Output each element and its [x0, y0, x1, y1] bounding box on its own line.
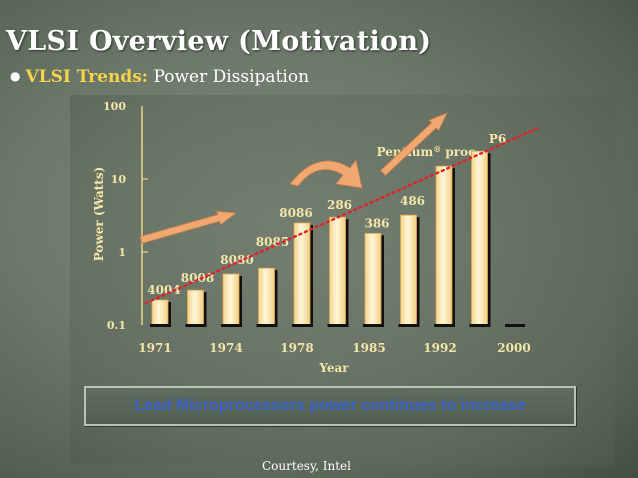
bar-base [505, 324, 525, 327]
bar [400, 214, 417, 326]
bullet-key: VLSI Trends: [25, 67, 149, 87]
bar-label: 286 [327, 198, 352, 212]
y-tick-label: 1 [118, 246, 126, 259]
x-tick-label: 1971 [138, 341, 171, 355]
bar-label: 8080 [220, 253, 253, 267]
callout-box: Lead Microprocessors power continues to … [84, 386, 576, 426]
bar-label: 386 [364, 216, 389, 230]
bar-base [469, 324, 490, 327]
bar-label: 486 [400, 194, 425, 208]
bar [329, 216, 346, 326]
callout-text: Lead Microprocessors power continues to … [134, 397, 526, 414]
y-tick-label: 0.1 [107, 319, 126, 332]
bullet-icon: ● [10, 69, 21, 83]
bar-base [434, 324, 454, 327]
bar [222, 273, 240, 326]
bar-base [256, 324, 277, 327]
bar [471, 150, 488, 326]
x-tick-label: 1978 [280, 341, 313, 355]
bar-base [292, 324, 312, 327]
bar-base [150, 324, 170, 327]
bar-base [221, 324, 241, 327]
bar-label: 8085 [256, 235, 289, 249]
bar [364, 232, 382, 326]
x-tick-label: 1992 [423, 341, 456, 355]
x-tick-label: 1985 [352, 341, 385, 355]
trend-line [144, 126, 540, 305]
bar-label: P6 [489, 132, 506, 146]
x-tick-label: 1974 [209, 341, 242, 355]
bar [435, 165, 453, 326]
bullet-item: ● VLSI Trends: Power Dissipation [10, 67, 309, 87]
bar [151, 299, 169, 326]
bullet-text: Power Dissipation [153, 67, 310, 87]
bar-label: 8086 [279, 206, 312, 220]
bar [258, 267, 275, 326]
x-axis-label: Year [318, 361, 349, 375]
bar [293, 222, 311, 326]
bar-label: Pentium® proc [377, 144, 476, 159]
trend-arrow-icon [139, 210, 238, 244]
slide-title: VLSI Overview (Motivation) [6, 26, 432, 57]
bar-base [398, 324, 419, 327]
bar-label: 8008 [181, 271, 214, 285]
bar [187, 289, 204, 326]
y-tick-label: 10 [111, 173, 127, 186]
y-tick-label: 100 [103, 100, 126, 113]
bar-base [327, 324, 348, 327]
y-axis-label: Power (Watts) [92, 167, 106, 262]
courtesy-note: Courtesy, Intel [262, 459, 351, 473]
bar-base [363, 324, 383, 327]
x-tick-label: 2000 [497, 341, 530, 355]
bar-base [185, 324, 206, 327]
trend-arrow-icon [380, 112, 448, 177]
curved-arrow-icon [289, 159, 363, 189]
bar-label: 4004 [147, 283, 180, 297]
